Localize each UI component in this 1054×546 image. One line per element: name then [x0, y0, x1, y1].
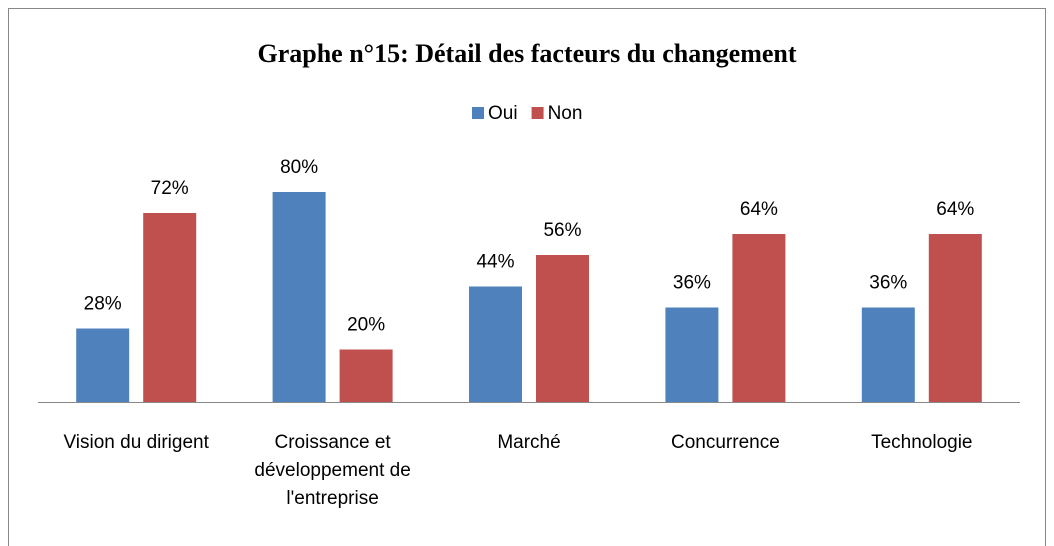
bar — [76, 328, 130, 402]
data-label: 56% — [543, 220, 581, 241]
chart-frame — [8, 8, 1046, 546]
legend-label: Non — [548, 103, 583, 124]
legend-swatch — [531, 107, 544, 119]
x-tick-label: Marché — [497, 432, 561, 453]
data-label: 72% — [151, 178, 189, 199]
bar — [339, 349, 393, 402]
legend-swatch — [472, 107, 484, 119]
data-label: 64% — [740, 199, 778, 220]
bar — [143, 213, 197, 402]
data-label: 80% — [280, 157, 318, 178]
bar — [469, 286, 522, 402]
bar — [665, 307, 719, 402]
data-label: 36% — [673, 273, 711, 294]
bar — [536, 255, 589, 402]
legend-label: Oui — [488, 103, 518, 124]
x-tick-label: Technologie — [871, 432, 973, 453]
data-label: 28% — [84, 294, 122, 315]
data-label: 44% — [476, 252, 514, 273]
chart-title: Graphe n°15: Détail des facteurs du chan… — [257, 39, 796, 68]
data-label: 64% — [936, 199, 974, 220]
bar — [928, 234, 982, 402]
x-tick-label: Vision du dirigent — [63, 432, 209, 453]
bar — [861, 307, 915, 402]
bar — [272, 192, 326, 402]
x-tick-label: Croissance et développement de l'entrepr… — [254, 432, 411, 509]
bar — [732, 234, 786, 402]
data-label: 20% — [347, 315, 385, 336]
x-tick-label: Concurrence — [671, 432, 780, 453]
data-label: 36% — [869, 273, 907, 294]
